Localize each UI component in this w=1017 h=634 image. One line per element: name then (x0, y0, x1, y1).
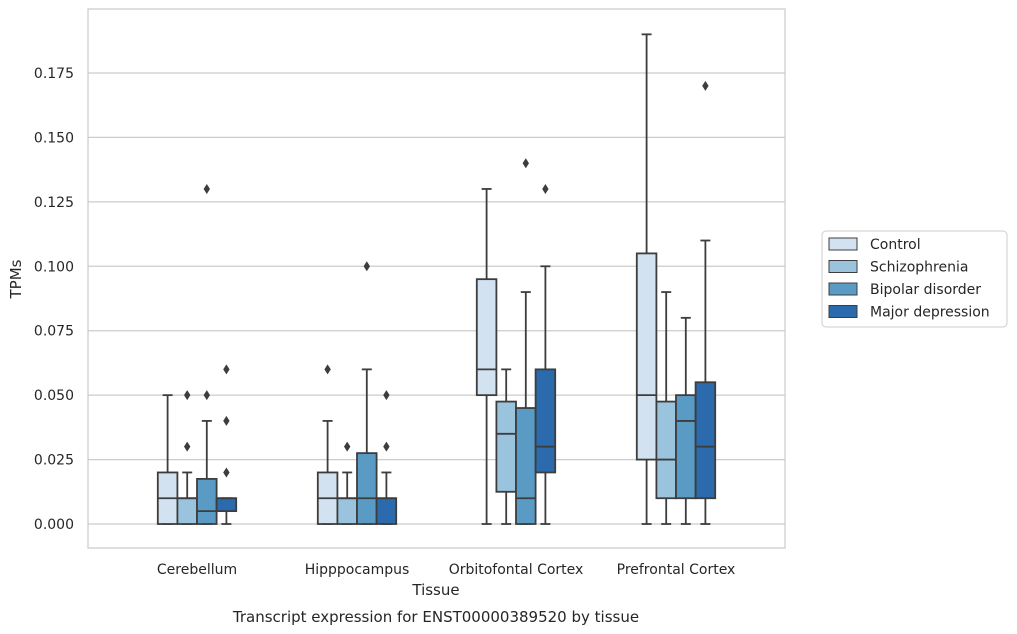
box-group (215, 364, 238, 525)
outlier-marker (324, 364, 331, 375)
box-group (635, 33, 658, 525)
iqr-box (495, 400, 517, 493)
plot-frame (87, 8, 786, 549)
boxes (156, 33, 717, 525)
outlier-marker (203, 390, 210, 401)
outlier-marker (542, 183, 549, 194)
y-tick-label: 0.050 (34, 388, 74, 404)
x-tick-label: Orbitofontal Cortex (449, 562, 584, 578)
legend-swatch (828, 305, 858, 318)
iqr-box (694, 381, 717, 500)
outlier-marker (203, 183, 210, 194)
y-tick-label: 0.150 (34, 130, 74, 146)
outlier-marker (702, 80, 709, 91)
iqr-box (196, 477, 218, 525)
box-group (694, 80, 717, 525)
x-tick-label: Prefrontal Cortex (617, 562, 736, 578)
iqr-box (675, 394, 697, 500)
y-tick-label: 0.075 (34, 324, 74, 340)
outlier-marker (344, 441, 351, 452)
x-axis-label: Tissue (411, 581, 459, 599)
box-group (375, 390, 398, 525)
chart-title: Transcript expression for ENST0000038952… (232, 608, 639, 626)
y-tick-label: 0.100 (34, 259, 74, 275)
x-tick-label: Cerebellum (157, 562, 237, 578)
box-group (475, 188, 498, 525)
y-axis-label: TPMs (7, 259, 25, 299)
outlier-marker (184, 441, 191, 452)
legend-label: Bipolar disorder (870, 282, 981, 298)
legend-label: Control (870, 237, 921, 253)
y-tick-label: 0.000 (34, 517, 74, 533)
box-group (534, 183, 557, 525)
iqr-box (515, 407, 537, 525)
iqr-box (475, 278, 498, 397)
legend-swatch (828, 260, 858, 273)
box-group (675, 316, 697, 525)
iqr-box (655, 400, 677, 500)
iqr-box (375, 497, 398, 525)
outlier-marker (522, 158, 529, 169)
outlier-marker (223, 467, 230, 478)
box-group (655, 291, 677, 525)
outlier-marker (383, 441, 390, 452)
legend-label: Major depression (870, 305, 990, 321)
iqr-box (356, 452, 378, 525)
x-tick-label: Hipppocampus (305, 562, 410, 578)
outlier-marker (363, 261, 370, 272)
iqr-box (215, 497, 238, 513)
legend: Control Schizophrenia Bipolar disorder Majo… (821, 230, 1008, 328)
outlier-marker (223, 415, 230, 426)
y-tick-label: 0.125 (34, 195, 74, 211)
y-tick-label: 0.025 (34, 453, 74, 469)
y-tick-labels: 0.000 0.025 0.050 0.075 0.100 0.125 0.150 0.175 (34, 66, 74, 533)
box-group (156, 394, 179, 525)
box-group (316, 364, 339, 525)
y-tick-label: 0.175 (34, 66, 74, 82)
box-group (356, 261, 378, 525)
legend-swatch (828, 282, 858, 296)
outlier-marker (184, 390, 191, 401)
legend-swatch (828, 237, 858, 251)
legend-frame (821, 230, 1008, 328)
iqr-box (635, 252, 658, 461)
x-tick-labels: Cerebellum Hipppocampus Orbitofontal Corte… (157, 562, 735, 578)
iqr-box (336, 497, 358, 525)
legend-label: Schizophrenia (870, 260, 968, 276)
box-group (336, 441, 358, 525)
outlier-marker (383, 390, 390, 401)
iqr-box (176, 497, 198, 525)
iqr-box (534, 368, 557, 474)
outlier-marker (223, 364, 230, 375)
